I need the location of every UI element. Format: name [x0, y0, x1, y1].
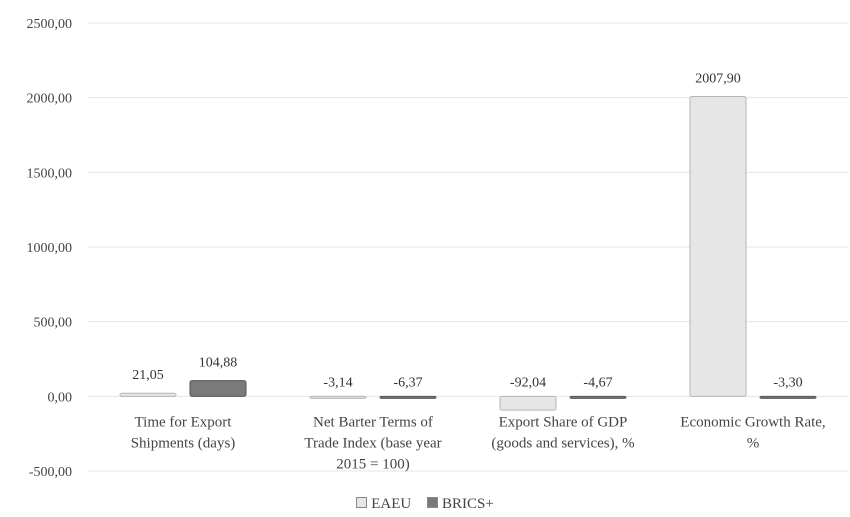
x-tick-label: 2015 = 100) — [336, 456, 409, 472]
bar-chart: -500,00 0,00 500,00 1000,00 1500,00 2000,00 25… — [27, 17, 848, 480]
y-tick-label: 2000,00 — [27, 92, 73, 107]
x-tick-label: % — [747, 435, 760, 451]
x-tick-label: Shipments (days) — [131, 435, 236, 451]
bar-brics — [379, 395, 437, 399]
legend-swatch-eaeu — [356, 497, 368, 508]
x-tick-label: Trade Index (base year — [304, 435, 441, 451]
legend-item-eaeu: EAEU — [356, 496, 411, 513]
x-tick-label: Time for Export — [135, 414, 233, 430]
bar-brics — [189, 380, 247, 397]
bar-brics — [759, 395, 817, 399]
data-label: -3,14 — [323, 375, 352, 390]
y-tick-label: 2500,00 — [27, 17, 73, 32]
y-tick-label: 1500,00 — [27, 166, 73, 181]
legend: EAEU BRICS+ — [0, 496, 850, 513]
legend-item-brics: BRICS+ — [426, 496, 494, 513]
data-label: -92,04 — [510, 375, 546, 390]
x-tick-label: (goods and services), % — [491, 435, 634, 451]
x-tick-label: Export Share of GDP — [499, 414, 628, 430]
legend-swatch-brics — [426, 497, 438, 508]
legend-label-eaeu: EAEU — [371, 496, 412, 512]
data-label: 104,88 — [199, 356, 238, 371]
bar-eaeu — [119, 392, 177, 397]
bar-eaeu — [309, 395, 367, 399]
bar-brics — [569, 395, 627, 399]
bar-eaeu — [689, 95, 747, 397]
y-tick-label: 1000,00 — [27, 241, 73, 256]
data-label: -6,37 — [393, 375, 422, 390]
x-tick-label: Net Barter Terms of — [313, 414, 433, 430]
y-tick-label: 500,00 — [34, 316, 73, 331]
x-tick-label: Economic Growth Rate, — [680, 414, 825, 430]
y-tick-label: -500,00 — [29, 465, 72, 480]
data-label: 2007,90 — [695, 71, 741, 86]
y-tick-label: 0,00 — [48, 390, 73, 405]
data-label: -4,67 — [583, 375, 612, 390]
bar-eaeu — [499, 395, 557, 411]
legend-label-brics: BRICS+ — [441, 496, 494, 512]
data-label: 21,05 — [132, 368, 164, 383]
data-label: -3,30 — [773, 375, 802, 390]
